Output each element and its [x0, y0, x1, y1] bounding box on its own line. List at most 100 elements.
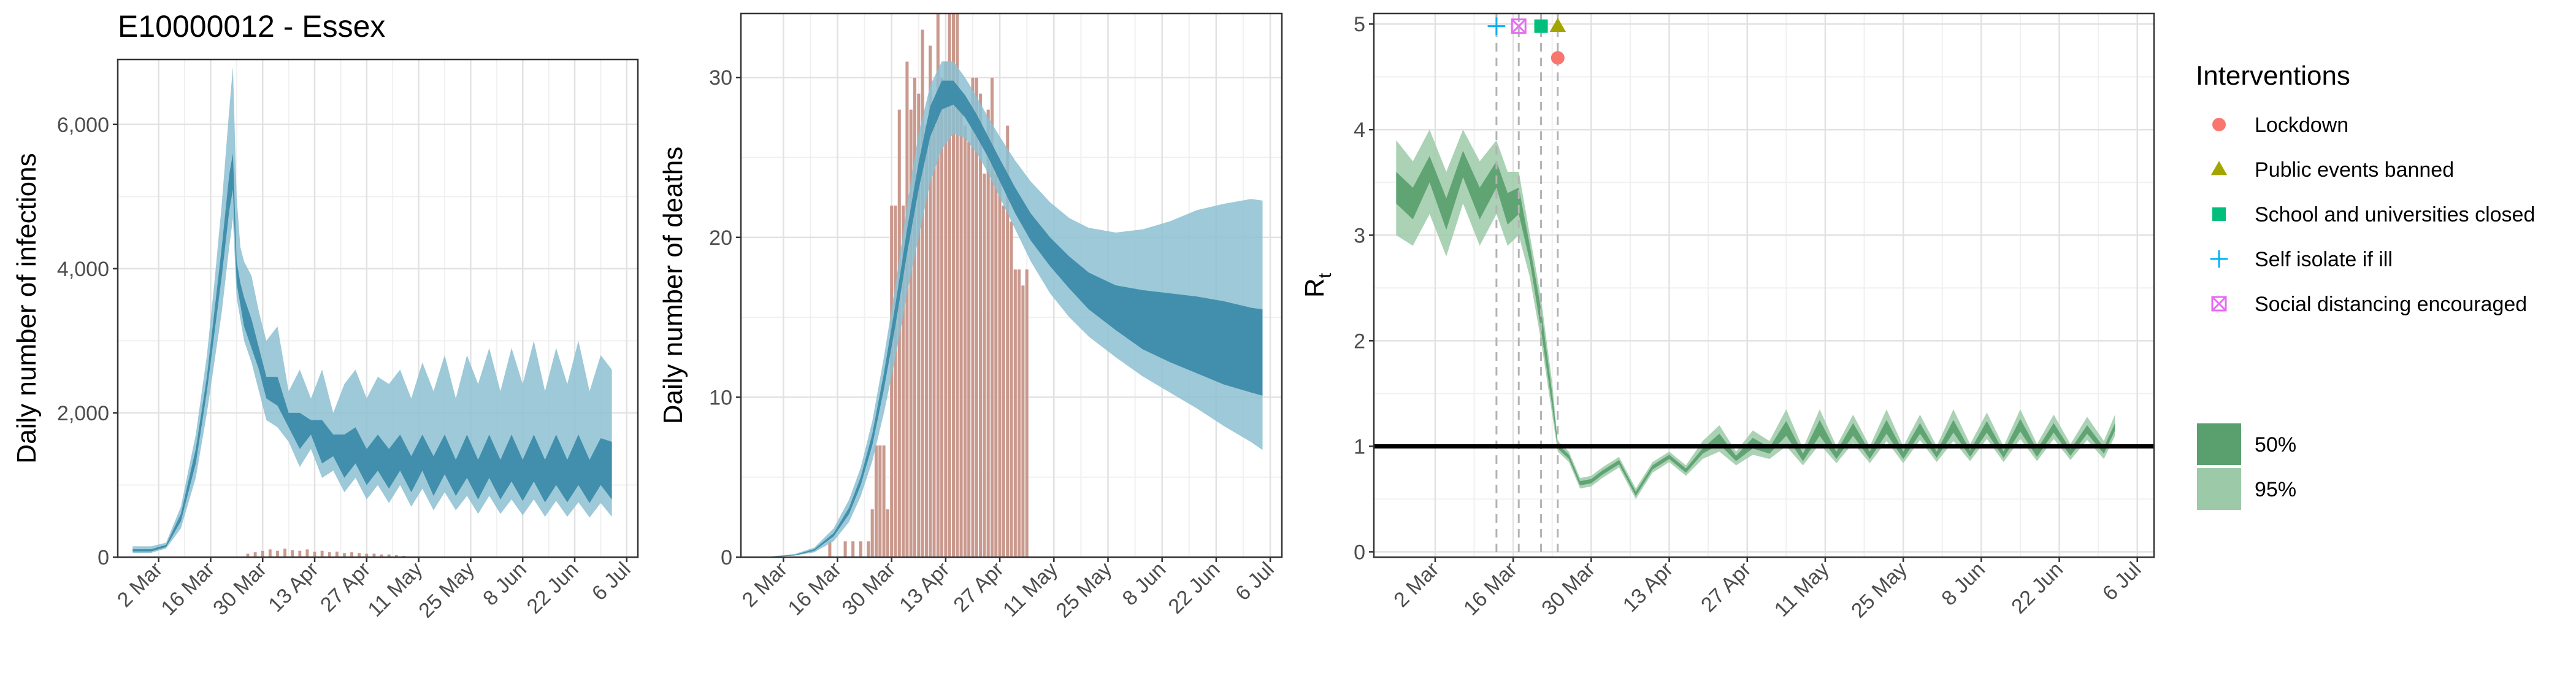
- deaths-ytick-label: 10: [709, 386, 732, 409]
- rt-plot-bg: [1374, 13, 2154, 557]
- deaths-bar: [913, 77, 917, 557]
- infections-bar: [320, 550, 324, 557]
- rt-ytick-label: 5: [1354, 13, 1365, 36]
- rt-ylabel-subscript: t: [1315, 272, 1335, 278]
- deaths-bar: [1017, 269, 1021, 557]
- rt-ylabel-main: R: [1300, 278, 1330, 298]
- rt-marker-boxcross-d2: [1511, 18, 1527, 34]
- legend-item-label: School and universities closed: [2255, 203, 2535, 226]
- infections-ytick-label: 6,000: [57, 114, 109, 137]
- infections-bar: [297, 550, 302, 557]
- infections-panel-border: [117, 58, 639, 558]
- rt-panel-border: [1373, 12, 2155, 558]
- legend-key-boxcross-box: [2211, 296, 2227, 312]
- deaths-bar: [986, 109, 991, 557]
- deaths-bar: [967, 141, 971, 557]
- deaths-band-50: [764, 80, 1263, 557]
- deaths-bar: [955, 13, 959, 557]
- legend-key-boxcross-d2: [2211, 296, 2227, 312]
- deaths-bar: [851, 541, 855, 557]
- rt-marker-boxcross-box: [1511, 18, 1527, 34]
- deaths-bar: [901, 205, 905, 557]
- infections-bar: [335, 551, 339, 557]
- legend-key-circle: [2212, 118, 2226, 131]
- deaths-bar: [1002, 205, 1006, 557]
- legend-key-square: [2212, 207, 2226, 221]
- deaths-bar: [990, 77, 994, 557]
- deaths-bar: [866, 541, 871, 557]
- deaths-bar: [963, 125, 967, 557]
- legend-item-label: Social distancing encouraged: [2255, 293, 2527, 316]
- deaths-bar: [881, 445, 886, 557]
- deaths-bar: [1013, 269, 1018, 557]
- rt-marker-square: [1534, 19, 1548, 33]
- deaths-bar: [959, 109, 964, 557]
- rt-ytick-label: 1: [1354, 435, 1365, 458]
- infections-band-95: [132, 66, 612, 553]
- legend-key-boxcross: [2211, 296, 2227, 312]
- rt-ylabel: Rt: [1300, 272, 1335, 298]
- deaths-bar: [932, 125, 937, 557]
- deaths-ytick-label: 30: [709, 66, 732, 90]
- legend: Interventions Lockdown Public events banne…: [2196, 61, 2535, 510]
- deaths-bar: [978, 93, 983, 557]
- deaths-bar: [997, 173, 1002, 557]
- legend-band-swatch: [2197, 468, 2241, 510]
- deaths-panel-border: [740, 12, 1283, 558]
- rt-marker-boxcross: [1511, 18, 1527, 34]
- deaths-bar: [1025, 269, 1029, 557]
- deaths-ytick-label: 20: [709, 226, 732, 250]
- legend-band-swatch: [2197, 423, 2241, 465]
- legend-band-label: 50%: [2255, 433, 2296, 457]
- deaths-bar: [1009, 221, 1014, 557]
- legend-item-label: Self isolate if ill: [2255, 248, 2393, 271]
- infections-band-50: [132, 153, 612, 552]
- infections-ytick-label: 0: [98, 546, 109, 569]
- deaths-bar: [975, 77, 979, 557]
- infections-bar: [313, 551, 317, 557]
- infections-bar: [394, 555, 399, 557]
- deaths-bar: [936, 13, 940, 557]
- deaths-bar: [859, 541, 863, 557]
- legend-item-label: Lockdown: [2255, 114, 2348, 137]
- legend-title: Interventions: [2196, 61, 2350, 91]
- deaths-bar: [982, 173, 987, 557]
- rt-ytick-label: 2: [1354, 330, 1365, 353]
- infections-ytick-label: 4,000: [57, 258, 109, 281]
- deaths-bar: [886, 509, 890, 557]
- deaths-bar: [874, 445, 878, 557]
- deaths-bar: [878, 445, 882, 557]
- infections-ytick-label: 2,000: [57, 402, 109, 425]
- deaths-ylabel: Daily number of deaths: [658, 147, 688, 424]
- legend-item-label: Public events banned: [2255, 158, 2454, 182]
- rt-ytick-label: 0: [1354, 541, 1365, 564]
- deaths-bar: [1005, 125, 1010, 557]
- infections-bar: [275, 550, 280, 557]
- rt-band-50: [1396, 150, 2115, 496]
- infections-bar: [283, 548, 287, 557]
- deaths-bar: [994, 173, 998, 557]
- legend-key-triangle: [2210, 161, 2228, 175]
- rt-marker-circle: [1551, 51, 1565, 65]
- infections-bar: [268, 549, 272, 557]
- deaths-bar: [870, 509, 875, 557]
- deaths-ytick-label: 0: [721, 546, 732, 569]
- deaths-bar: [970, 77, 975, 557]
- legend-band-label: 95%: [2255, 478, 2296, 501]
- deaths-bar: [905, 61, 910, 557]
- rt-plot-area: [1374, 13, 2154, 557]
- infections-bar: [305, 549, 309, 557]
- rt-marker-plus: [1487, 17, 1506, 35]
- infections-bar: [290, 549, 294, 557]
- infections-bar: [261, 550, 265, 557]
- chart-title: E10000012 - Essex: [118, 9, 385, 44]
- legend-key-plus: [2210, 250, 2228, 268]
- deaths-bar: [920, 29, 925, 557]
- rt-marker-triangle: [1549, 17, 1566, 32]
- deaths-bar: [843, 541, 848, 557]
